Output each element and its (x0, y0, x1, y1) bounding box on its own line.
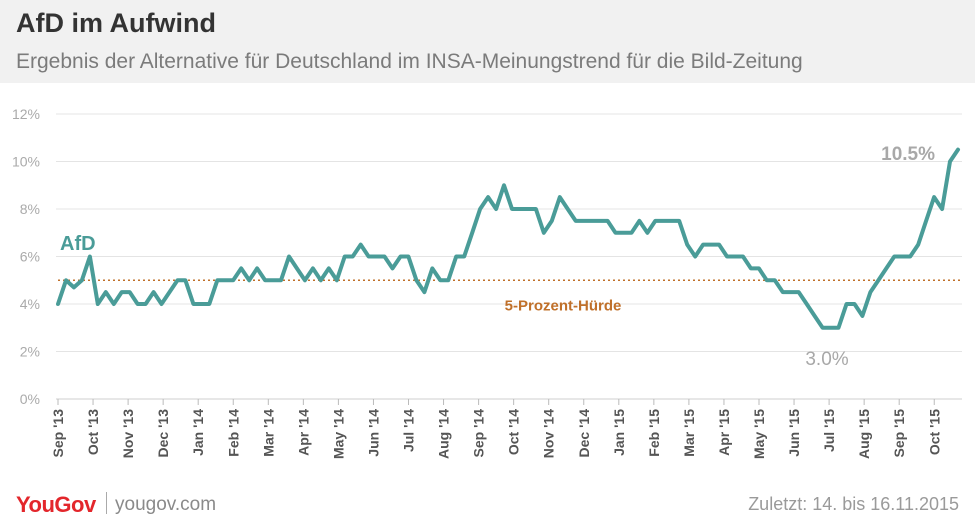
series-line-afd (56, 147, 960, 330)
x-tick-label: Dec '13 (155, 409, 171, 458)
x-tick-label: Jul '15 (821, 409, 837, 452)
x-tick-label: Oct '14 (506, 409, 522, 455)
y-axis-labels: 0% 2% 4% 6% 8% 10% 12% (12, 106, 40, 407)
x-tick-label: Nov '13 (120, 409, 136, 458)
x-tick-label: Feb '14 (225, 409, 241, 457)
series-label-afd: AfD (60, 233, 96, 255)
y-tick-label: 4% (20, 296, 40, 312)
yougov-logo[interactable]: YouGov (16, 492, 96, 518)
x-axis-labels: Sep '13 Oct '13 Nov '13 Dec '13 Jan '14 Feb '… (50, 409, 942, 459)
chart-title: AfD im Aufwind (16, 8, 216, 38)
x-tick-label: May '15 (751, 409, 767, 459)
last-updated-text: Zuletzt: 14. bis 16.11.2015 (748, 494, 959, 514)
line-chart: 0% 2% 4% 6% 8% 10% 12% Sep '13 Oct '13 Nov '13 De… (12, 106, 962, 459)
logo-gov-text: Gov (54, 492, 96, 517)
x-tick-label: May '14 (330, 409, 346, 459)
y-tick-label: 6% (20, 249, 40, 265)
x-tick-label: Jan '15 (611, 409, 627, 456)
x-tick-label: Nov '14 (541, 409, 557, 458)
x-tick-label: Sep '14 (471, 409, 487, 458)
y-tick-label: 10% (12, 154, 40, 170)
chart-subtitle: Ergebnis der Alternative für Deutschland… (16, 50, 803, 73)
x-axis-ticks (57, 399, 935, 405)
min-value-label: 3.0% (805, 349, 848, 370)
y-tick-label: 12% (12, 106, 40, 122)
x-tick-label: Mar '14 (260, 409, 276, 457)
x-tick-label: Apr '15 (716, 409, 732, 456)
x-tick-label: Jan '14 (190, 409, 206, 456)
threshold-label: 5-Prozent-Hürde (505, 297, 622, 314)
x-tick-label: Oct '13 (85, 409, 101, 455)
logo-you-text: You (16, 492, 55, 517)
x-tick-label: Feb '15 (646, 409, 662, 457)
x-tick-label: Oct '15 (926, 409, 942, 455)
x-tick-label: Sep '15 (891, 409, 907, 458)
footer: YouGov yougov.com Zuletzt: 14. bis 16.11… (0, 488, 975, 519)
x-tick-label: Jun '14 (365, 409, 381, 457)
x-tick-label: Jun '15 (786, 409, 802, 457)
x-tick-label: Mar '15 (681, 409, 697, 457)
y-tick-label: 0% (20, 391, 40, 407)
y-tick-label: 2% (20, 344, 40, 360)
logo-divider (106, 492, 107, 514)
x-tick-label: Apr '14 (295, 409, 311, 456)
x-tick-label: Aug '14 (436, 409, 452, 459)
x-tick-label: Dec '14 (576, 409, 592, 458)
x-tick-label: Sep '13 (50, 409, 66, 458)
last-value-label: 10.5% (881, 144, 935, 165)
x-tick-label: Aug '15 (856, 409, 872, 459)
x-tick-label: Jul '14 (401, 409, 417, 452)
chart-header: AfD im Aufwind Ergebnis der Alternative … (0, 0, 975, 83)
site-link[interactable]: yougov.com (115, 494, 217, 515)
y-tick-label: 8% (20, 201, 40, 217)
